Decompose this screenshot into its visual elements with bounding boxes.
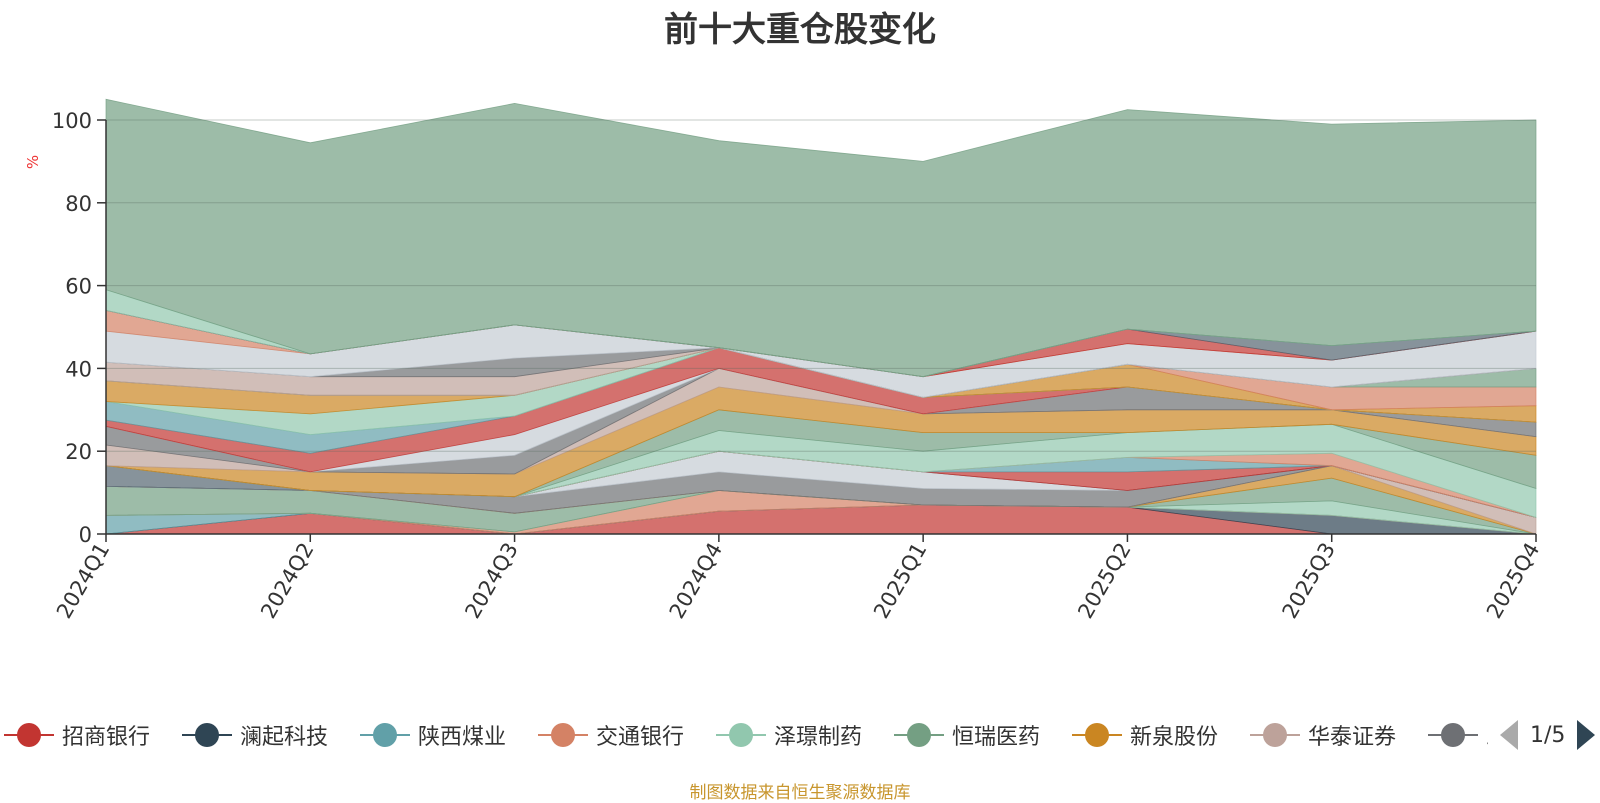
y-tick-label: 80	[65, 192, 92, 216]
y-axis-label: %	[24, 155, 42, 169]
x-tick-label: 2024Q3	[460, 539, 522, 623]
legend-label: 招商银行	[62, 725, 151, 750]
x-tick-label: 2025Q3	[1278, 539, 1340, 623]
legend-label: 陕西煤业	[418, 725, 507, 750]
y-tick-label: 60	[65, 275, 92, 299]
x-tick-label: 2024Q4	[665, 539, 727, 623]
legend-item[interactable]: 新泉股份	[1072, 718, 1218, 752]
legend-label: 华泰证券	[1308, 725, 1397, 750]
x-tick-label: 2024Q2	[256, 539, 318, 623]
x-tick-label: 2024Q1	[52, 539, 114, 623]
legend-marker-icon	[182, 722, 232, 748]
legend-item[interactable]: 泽璟制药	[716, 718, 862, 752]
y-tick-label: 100	[52, 109, 92, 133]
gridlines	[106, 119, 1536, 452]
y-tick-label: 20	[65, 440, 92, 464]
legend-page-indicator: 1/5	[1530, 722, 1566, 748]
legend-label: 交通银行	[596, 725, 685, 750]
legend-item[interactable]: 交通银行	[538, 718, 684, 752]
legend-label: 三一重工	[1486, 719, 1488, 751]
legend-marker-icon	[4, 722, 54, 748]
legend-item[interactable]: 澜起科技	[182, 718, 328, 752]
x-tick-label: 2025Q1	[869, 539, 931, 623]
legend-next-page-icon[interactable]	[1577, 720, 1596, 750]
legend-label: 泽璟制药	[774, 725, 863, 750]
legend-label: 新泉股份	[1130, 725, 1219, 750]
legend-item[interactable]: 华泰证券	[1250, 718, 1396, 752]
legend-marker-icon	[1428, 722, 1478, 748]
legend-marker-icon	[360, 722, 410, 748]
legend: 招商银行 澜起科技 陕西煤业 交通银行 泽璟制药 恒瑞医药 新泉股份 华泰证券 三一重工	[0, 718, 1488, 752]
data-source-note: 制图数据来自恒生聚源数据库	[689, 783, 911, 803]
legend-item[interactable]: 招商银行	[4, 718, 150, 752]
legend-label: 澜起科技	[240, 725, 329, 750]
y-tick-label: 40	[65, 357, 92, 381]
y-axis-ticks: 0 20 40 60 80 100	[52, 109, 106, 547]
area-series-group	[105, 98, 1537, 535]
legend-pager: 1/5	[1500, 718, 1596, 752]
legend-item[interactable]: 陕西煤业	[360, 718, 506, 752]
legend-marker-icon	[894, 722, 944, 748]
x-tick-label: 2025Q2	[1073, 539, 1135, 623]
legend-item[interactable]: 恒瑞医药	[894, 718, 1040, 752]
x-axis-ticks: 2024Q1 2024Q2 2024Q3 2024Q4 2025Q1 2025Q2 2025…	[52, 534, 1544, 623]
legend-prev-page-icon[interactable]	[1500, 720, 1518, 750]
axes	[105, 120, 1536, 535]
area-series[interactable]	[105, 98, 1537, 378]
y-tick-label: 0	[79, 523, 92, 547]
legend-label: 恒瑞医药	[952, 725, 1041, 750]
chart-title: 前十大重仓股变化	[664, 10, 936, 50]
legend-marker-icon	[1250, 722, 1300, 748]
legend-marker-icon	[716, 722, 766, 748]
legend-item[interactable]: 三一重工	[1428, 718, 1488, 752]
legend-marker-icon	[538, 722, 588, 748]
x-tick-label: 2025Q4	[1482, 539, 1544, 623]
legend-marker-icon	[1072, 722, 1122, 748]
